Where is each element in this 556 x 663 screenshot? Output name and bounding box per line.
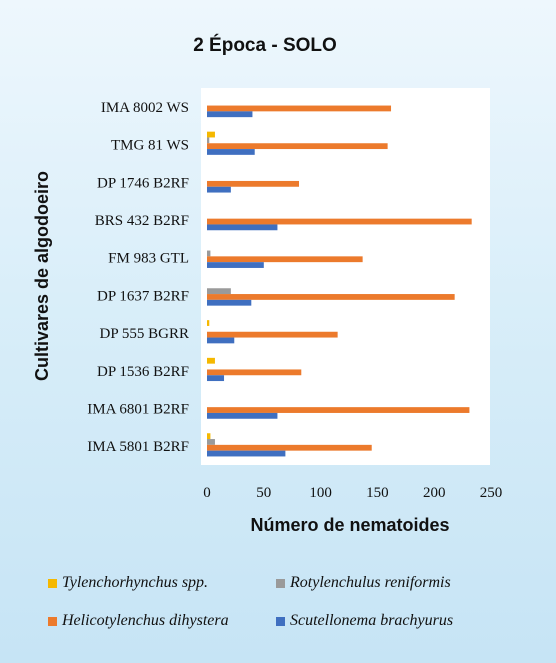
y-axis-title: Cultivares de algodoeiro: [32, 171, 52, 381]
x-tick-label: 0: [203, 485, 211, 501]
bar: [207, 288, 231, 295]
bar: [207, 224, 278, 231]
legend-label: Tylenchorhynchus spp.: [62, 574, 208, 591]
legend-swatch: [48, 579, 57, 588]
bar: [207, 137, 210, 144]
bar: [207, 105, 392, 112]
legend-swatch: [276, 617, 285, 626]
category-label: DP 1637 B2RF: [97, 288, 189, 304]
x-tick-labels: 0 50 100 150 200 250: [203, 485, 502, 501]
legend-label: Scutellonema brachyurus: [290, 612, 453, 629]
legend: Tylenchorhynchus spp. Rotylenchulus renif…: [48, 574, 453, 629]
bar: [207, 433, 211, 440]
category-label: DP 555 BGRR: [100, 326, 189, 342]
bar: [207, 218, 472, 225]
x-tick-label: 150: [366, 485, 389, 501]
bar: [207, 331, 338, 338]
legend-label: Helicotylenchus dihystera: [61, 612, 229, 629]
legend-swatch: [48, 617, 57, 626]
bar: [207, 412, 278, 419]
category-label: IMA 5801 B2RF: [87, 439, 189, 455]
x-tick-label: 50: [256, 485, 271, 501]
category-labels: IMA 8002 WS TMG 81 WS DP 1746 B2RF BRS 432 …: [87, 100, 189, 455]
bar: [207, 143, 388, 150]
category-label: DP 1536 B2RF: [97, 364, 189, 380]
bar: [207, 320, 210, 326]
category-label: IMA 8002 WS: [101, 100, 189, 116]
bar: [207, 444, 372, 451]
bar: [207, 294, 455, 300]
bar: [207, 186, 231, 193]
bar: [207, 131, 215, 138]
category-label: TMG 81 WS: [111, 138, 189, 154]
bar: [207, 375, 225, 382]
category-label: FM 983 GTL: [108, 251, 189, 267]
bar: [207, 439, 215, 445]
bars-layer: [207, 105, 472, 457]
x-axis-title: Número de nematoides: [250, 515, 449, 535]
legend-swatch: [276, 579, 285, 588]
bar: [207, 450, 286, 457]
category-label: BRS 432 B2RF: [95, 213, 189, 229]
bar: [207, 250, 211, 257]
chart-title: 2 Época - SOLO: [193, 34, 337, 56]
x-tick-label: 100: [309, 485, 332, 501]
bar: [207, 407, 470, 413]
category-label: IMA 6801 B2RF: [87, 401, 189, 417]
bar: [207, 256, 363, 263]
bar: [207, 299, 252, 306]
bar: [207, 337, 235, 344]
bar: [207, 369, 302, 376]
category-label: DP 1746 B2RF: [97, 175, 189, 191]
legend-label: Rotylenchulus reniformis: [289, 574, 451, 591]
x-tick-label: 200: [423, 485, 446, 501]
x-tick-label: 250: [480, 485, 503, 501]
bar: [207, 357, 215, 364]
bar: [207, 111, 253, 118]
bar: [207, 262, 264, 268]
bar: [207, 149, 255, 155]
bar: [207, 180, 300, 187]
